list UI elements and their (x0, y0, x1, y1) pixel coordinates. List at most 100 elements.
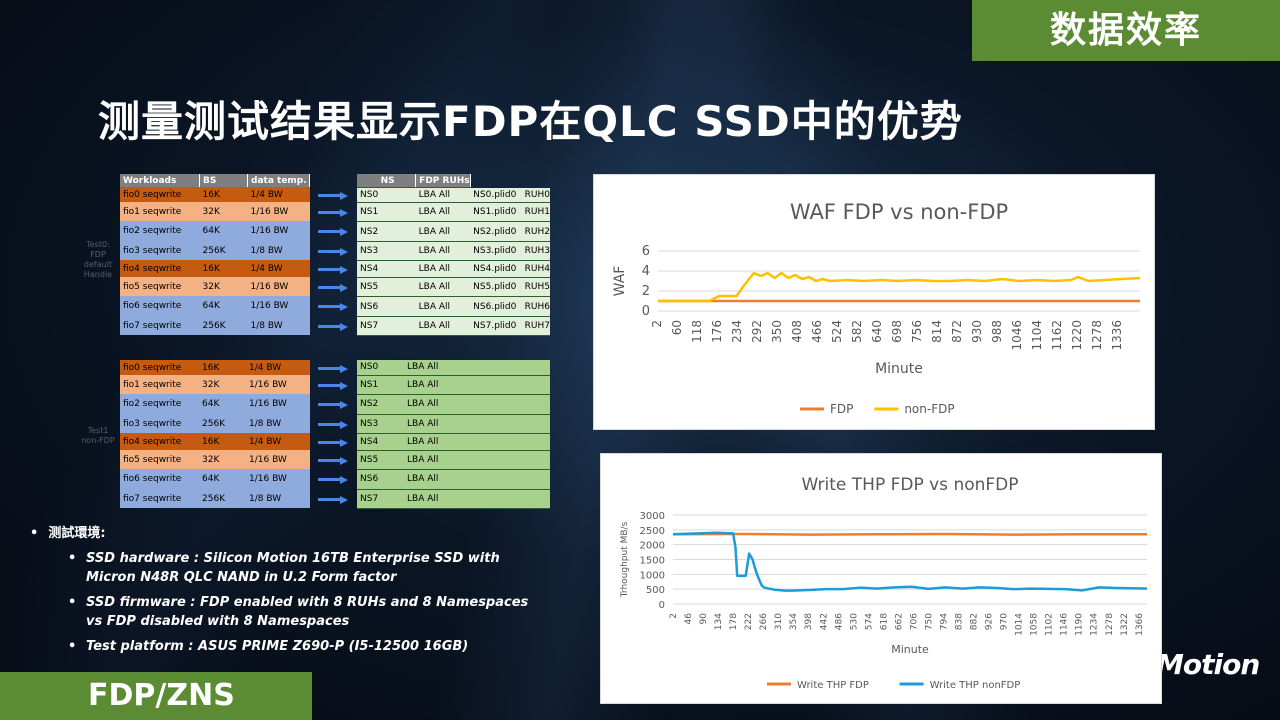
ruh-id: RUH3 (521, 241, 550, 261)
namespace-id: NS0 (357, 360, 404, 376)
x-tick-label: 222 (744, 613, 754, 630)
workload-row: fio6 seqwrite 64K 1/16 BW (120, 296, 310, 316)
data-temp: 1/16 BW (250, 226, 289, 236)
y-tick-label: 2 (642, 284, 650, 299)
x-tick-label: 354 (789, 613, 799, 630)
workload-name: fio6 seqwrite (123, 301, 182, 311)
block-size: 256K (202, 320, 226, 331)
x-axis-label: Minute (891, 643, 929, 656)
empty-cell (457, 469, 550, 490)
lba-range: LBA All (415, 187, 471, 203)
col-ns: NS (357, 174, 417, 188)
block-size: 32K (202, 454, 220, 465)
x-tick-label: 574 (864, 613, 874, 630)
workload-row: fio7 seqwrite 256K 1/8 BW (120, 316, 310, 335)
empty-cell (457, 450, 550, 470)
arrow-icon (318, 191, 348, 200)
namespace-id: NS3 (357, 241, 416, 261)
workload-name: fio4 seqwrite (123, 436, 182, 447)
lba-range: LBA All (404, 469, 457, 490)
lba-range: LBA All (415, 221, 471, 242)
x-tick-label: 1322 (1120, 613, 1130, 636)
throughput-chart-svg: Write THP FDP vs nonFDP 0 500 1000 1500 2000 2… (620, 475, 1148, 691)
placement-id: NS1.plid0 (470, 202, 522, 222)
x-tick-label: 1220 (1070, 320, 1084, 351)
block-size: 16K (202, 189, 220, 200)
arrow-icon (318, 438, 348, 447)
x-tick-label: 1336 (1110, 320, 1124, 351)
test1-label: Test1 non-FDP (81, 426, 115, 445)
empty-cell (457, 489, 550, 509)
nonfdp-namespace-table: NS0 LBA All NS1 LBA All NS2 LBA All NS3 LBA All… (357, 360, 550, 509)
environment-item: SSD firmware : FDP enabled with 8 RUHs a… (68, 593, 530, 631)
x-tick-label: 1366 (1135, 613, 1145, 636)
arrow-icon (318, 420, 348, 429)
namespace-row: NS4 LBA All NS4.plid0 RUH4 (357, 260, 550, 278)
data-temp: 1/4 BW (249, 436, 282, 447)
workload-row: fio4 seqwrite 16K 1/4 BW (120, 260, 310, 277)
namespace-id: NS5 (357, 277, 416, 297)
x-tick-label: 872 (950, 320, 964, 343)
workload-name: fio1 seqwrite (123, 206, 182, 217)
arrow-icon (318, 495, 348, 504)
empty-cell (457, 394, 550, 415)
x-tick-label: 1278 (1090, 320, 1104, 351)
y-tick-label: 500 (646, 585, 665, 596)
x-tick-label: 442 (819, 613, 829, 630)
environment-item: SSD hardware : Silicon Motion 16TB Enter… (68, 549, 530, 587)
x-tick-label: 930 (970, 320, 984, 343)
environment-item: Test platform : ASUS PRIME Z690-P (I5-12… (68, 637, 530, 656)
legend-label: non-FDP (904, 402, 954, 416)
environment-heading: 测試環境: (30, 522, 530, 541)
lba-range: LBA All (404, 375, 457, 395)
namespace-id: NS7 (357, 316, 416, 336)
x-tick-label: 398 (804, 613, 814, 630)
x-tick-label: 292 (750, 320, 764, 343)
x-tick-label: 1234 (1090, 613, 1100, 636)
x-tick-label: 486 (834, 613, 844, 630)
block-size: 64K (202, 399, 220, 409)
x-tick-label: 988 (990, 320, 1004, 343)
arrow-icon (318, 265, 348, 274)
x-axis-label: Minute (875, 361, 923, 377)
workload-name: fio1 seqwrite (123, 379, 182, 390)
lba-range: LBA All (415, 277, 471, 297)
x-tick-label: 90 (699, 613, 709, 625)
y-tick-label: 4 (642, 264, 650, 279)
x-tick-label: 466 (810, 320, 824, 343)
footer-tag: FDP/ZNS (0, 672, 312, 720)
workload-name: fio7 seqwrite (123, 320, 182, 331)
workload-name: fio5 seqwrite (123, 454, 182, 465)
ruh-id: RUH1 (521, 202, 550, 222)
chart-title: Write THP FDP vs nonFDP (801, 475, 1018, 495)
namespace-id: NS3 (357, 414, 404, 434)
series-line (672, 531, 1148, 592)
namespace-row: NS7 LBA All (357, 489, 550, 509)
workloads-table-nonfdp: fio0 seqwrite 16K 1/4 BW fio1 seqwrite 32K 1/… (120, 360, 310, 508)
workload-name: fio6 seqwrite (123, 474, 182, 484)
workload-name: fio0 seqwrite (123, 189, 182, 200)
ruh-id: RUH2 (521, 221, 550, 242)
test0-label: Test0: FDP default Handle (83, 240, 113, 279)
test-environment: 测試環境: SSD hardware : Silicon Motion 16TB… (30, 522, 530, 662)
workload-row: fio1 seqwrite 32K 1/16 BW (120, 375, 310, 394)
block-size: 256K (202, 493, 226, 504)
arrow-icon (318, 303, 348, 311)
x-tick-label: 756 (910, 320, 924, 343)
page-title: 测量测试结果显示FDP在QLC SSD中的优势 (98, 97, 963, 146)
x-tick-label: 176 (710, 320, 724, 343)
x-tick-label: 234 (730, 320, 744, 343)
arrow-icon (318, 247, 348, 256)
workload-row: fio2 seqwrite 64K 1/16 BW (120, 221, 310, 241)
workload-row: fio3 seqwrite 256K 1/8 BW (120, 241, 310, 260)
block-size: 64K (202, 226, 220, 236)
namespace-id: NS0 (357, 187, 416, 203)
workload-name: fio4 seqwrite (123, 263, 182, 274)
x-tick-label: 530 (849, 613, 859, 630)
workload-row: fio7 seqwrite 256K 1/8 BW (120, 489, 310, 508)
y-tick-label: 6 (642, 244, 650, 259)
block-size: 32K (202, 206, 220, 217)
lba-range: LBA All (404, 414, 457, 434)
empty-cell (457, 414, 550, 434)
workload-name: fio7 seqwrite (123, 493, 182, 504)
